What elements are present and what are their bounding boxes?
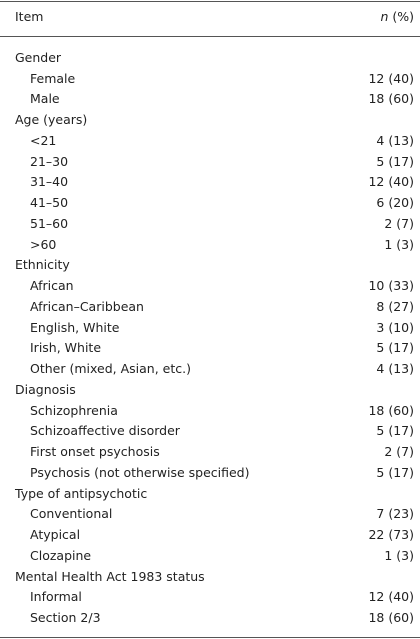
row-label: Informal: [30, 589, 82, 605]
row-label: 51–60: [30, 215, 69, 231]
row-value: 5 (17): [376, 464, 414, 480]
row-value: 4 (13): [376, 132, 414, 148]
row-value: 22 (73): [368, 527, 414, 543]
section-title: Type of antipsychotic: [15, 485, 148, 501]
section-title: Diagnosis: [15, 381, 76, 397]
row-label: African–Caribbean: [30, 298, 144, 314]
section-title: Age (years): [15, 112, 88, 128]
row-label: 31–40: [30, 174, 69, 190]
row-label: Section 2/3: [30, 609, 101, 625]
section-title: Gender: [15, 50, 62, 65]
section-title: Mental Health Act 1983 status: [15, 568, 205, 584]
row-value: 5 (17): [376, 340, 414, 356]
row-value: 5 (17): [376, 153, 414, 169]
row-label: Schizophrenia: [30, 402, 118, 418]
row-label: English, White: [30, 319, 120, 335]
row-value: 1 (3): [384, 547, 414, 563]
row-label: First onset psychosis: [30, 444, 160, 460]
section-title: Ethnicity: [15, 257, 70, 273]
row-value: 4 (13): [376, 361, 414, 377]
row-value: 12 (40): [368, 70, 414, 86]
header-rule: [0, 36, 420, 37]
header-value: n (%): [380, 7, 414, 27]
header-item: Item: [15, 9, 44, 24]
row-value: 18 (60): [368, 609, 414, 625]
row-value: 2 (7): [384, 444, 414, 460]
row-value: 12 (40): [368, 174, 414, 190]
row-value: 3 (10): [376, 319, 414, 335]
row-value: 8 (27): [376, 298, 414, 314]
row-value: 18 (60): [368, 91, 414, 107]
top-rule: [0, 1, 420, 2]
row-value: 6 (20): [376, 195, 414, 211]
row-label: Psychosis (not otherwise specified): [30, 464, 250, 480]
row-label: Clozapine: [30, 547, 92, 563]
row-label: Female: [30, 70, 76, 86]
row-value: 7 (23): [376, 506, 414, 522]
row-value: 2 (7): [384, 215, 414, 231]
row-label: 41–50: [30, 195, 69, 211]
row-label: Male: [30, 91, 60, 107]
row-label: 21–30: [30, 153, 69, 169]
row-label: Other (mixed, Asian, etc.): [30, 361, 191, 377]
row-value: 1 (3): [384, 236, 414, 252]
row-label: Conventional: [30, 506, 113, 522]
row-value: 18 (60): [368, 402, 414, 418]
row-label: Schizoaffective disorder: [30, 423, 180, 439]
header-value-text: n (%): [380, 9, 414, 24]
bottom-rule: [0, 637, 420, 638]
row-label: <21: [30, 132, 57, 148]
row-value: 10 (33): [368, 278, 414, 294]
row-label: African: [30, 278, 74, 294]
row-value: 12 (40): [368, 589, 414, 605]
row-label: Irish, White: [30, 340, 102, 356]
row-label: Atypical: [30, 527, 81, 543]
row-label: >60: [30, 236, 57, 252]
row-value: 5 (17): [376, 423, 414, 439]
